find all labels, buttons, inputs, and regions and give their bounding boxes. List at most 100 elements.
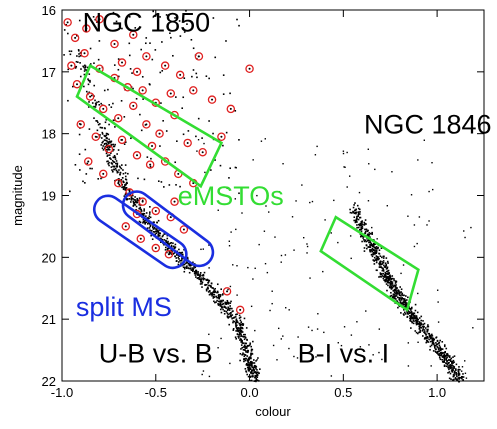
star-point — [346, 151, 348, 154]
star-point — [251, 372, 254, 375]
star-point — [457, 369, 460, 371]
star-point — [256, 379, 258, 381]
star-point — [183, 248, 185, 251]
star-point — [371, 255, 374, 258]
star-point — [453, 367, 455, 370]
star-point — [178, 20, 181, 22]
overlay-shapes-layer — [75, 63, 420, 312]
star-point — [110, 143, 113, 146]
star-point — [239, 329, 242, 331]
star-point — [236, 320, 238, 322]
star-point — [149, 206, 151, 208]
star-point — [200, 278, 203, 281]
star-point — [423, 331, 426, 333]
star-point — [372, 251, 375, 254]
star-point — [373, 263, 376, 265]
star-point — [448, 368, 450, 371]
star-point — [239, 359, 241, 362]
star-point — [125, 197, 128, 200]
star-point — [369, 246, 372, 249]
star-point — [431, 338, 434, 341]
star-point — [196, 273, 199, 276]
star-point — [436, 346, 438, 348]
star-point — [246, 373, 248, 376]
star-point — [371, 233, 374, 235]
star-point — [413, 315, 415, 317]
star-point — [333, 199, 335, 202]
star-point — [448, 356, 451, 359]
star-point — [237, 337, 240, 339]
star-point — [274, 236, 276, 238]
star-point — [168, 251, 171, 254]
star-point — [387, 276, 389, 278]
red-circled-star — [222, 287, 232, 296]
star-point — [232, 329, 235, 331]
red-circled-star — [99, 169, 108, 179]
star-point — [448, 377, 451, 380]
star-point — [418, 325, 420, 328]
star-point — [202, 370, 205, 372]
star-point — [415, 331, 418, 334]
star-point — [413, 312, 416, 315]
star-point — [330, 232, 332, 234]
star-point — [125, 186, 128, 189]
star-point — [211, 293, 214, 296]
star-point — [111, 170, 114, 173]
star-point — [118, 178, 120, 180]
star-point — [84, 65, 87, 68]
star-point — [419, 329, 421, 332]
star-point — [173, 252, 175, 255]
star-point — [243, 336, 246, 338]
star-point — [430, 340, 432, 343]
star-point — [158, 235, 161, 237]
star-point — [166, 237, 169, 240]
star-point — [105, 142, 108, 145]
star-point — [236, 329, 239, 331]
star-point — [229, 285, 232, 288]
star-point — [387, 279, 390, 281]
star-point — [423, 322, 426, 325]
red-circled-star — [226, 104, 236, 114]
star-point — [128, 16, 131, 18]
star-point — [410, 307, 413, 310]
star-point — [303, 236, 305, 239]
star-point — [384, 266, 387, 268]
star-point — [230, 300, 232, 303]
annotation-label: eMSTOs — [178, 181, 284, 211]
star-point — [238, 331, 241, 334]
star-point — [130, 196, 133, 199]
y-tick-label: 19 — [42, 189, 56, 204]
star-point — [377, 256, 380, 258]
star-point — [250, 350, 253, 352]
star-point — [402, 302, 404, 304]
star-point — [422, 325, 424, 328]
star-point — [231, 317, 233, 320]
star-point — [429, 335, 432, 338]
star-point — [440, 348, 443, 350]
star-point — [472, 327, 474, 329]
star-point — [115, 20, 118, 23]
star-point — [128, 190, 131, 192]
star-point — [443, 345, 446, 348]
star-point — [409, 307, 412, 310]
star-point — [247, 345, 249, 347]
star-point — [236, 294, 238, 296]
star-point — [82, 65, 84, 68]
star-point — [220, 311, 223, 314]
star-point — [247, 358, 249, 361]
star-point — [452, 365, 455, 367]
star-point — [96, 101, 98, 104]
star-point — [432, 342, 435, 345]
star-point — [183, 267, 186, 270]
star-point — [240, 321, 242, 324]
star-point — [395, 295, 398, 297]
star-point — [217, 209, 219, 211]
star-point — [114, 143, 116, 146]
star-point — [225, 307, 227, 309]
star-point — [103, 142, 106, 145]
star-point — [197, 117, 200, 120]
star-point — [243, 353, 245, 356]
star-point — [219, 308, 222, 311]
star-point — [170, 36, 172, 39]
star-point — [372, 249, 375, 252]
